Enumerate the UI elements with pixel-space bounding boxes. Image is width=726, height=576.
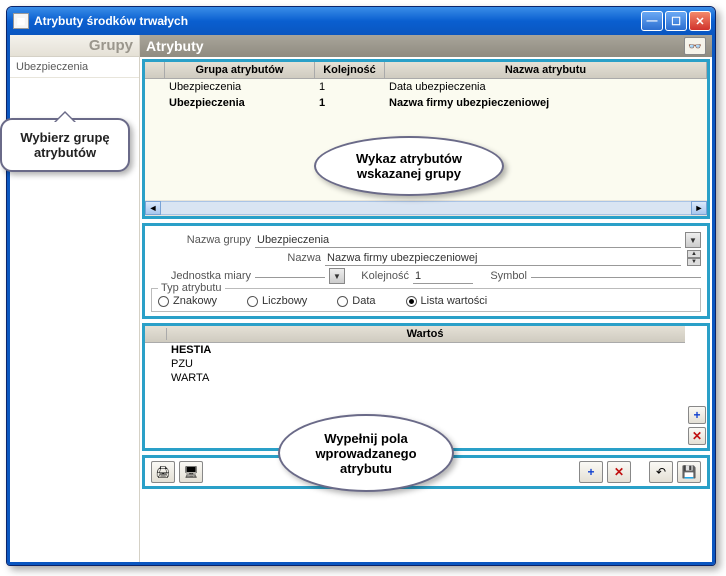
label-unit: Jednostka miary	[151, 270, 251, 282]
value-row[interactable]: HESTIA	[145, 343, 685, 357]
dropdown-icon[interactable]: ▼	[685, 232, 701, 248]
field-group[interactable]: Ubezpieczenia	[255, 233, 681, 248]
radio-lista[interactable]: Lista wartości	[406, 295, 488, 307]
maximize-button[interactable]: ☐	[665, 11, 687, 31]
field-symbol[interactable]	[531, 275, 701, 278]
undo-button[interactable]: ↶	[649, 461, 673, 483]
grid-header: Grupa atrybutów Kolejność Nazwa atrybutu	[145, 62, 707, 79]
label-order: Kolejność	[349, 270, 409, 282]
field-unit[interactable]	[255, 275, 325, 278]
group-item[interactable]: Ubezpieczenia	[10, 57, 139, 78]
grid-col-group[interactable]: Grupa atrybutów	[165, 62, 315, 78]
grid-row[interactable]: Ubezpieczenia 1 Data ubezpieczenia	[145, 79, 707, 95]
delete-value-button[interactable]: ✕	[688, 427, 706, 445]
close-button[interactable]: ✕	[689, 11, 711, 31]
field-name[interactable]: Nazwa firmy ubezpieczeniowej	[325, 251, 681, 266]
horizontal-scrollbar[interactable]: ◄ ►	[145, 200, 707, 216]
values-header-label: Wartoś	[167, 328, 683, 340]
spin-up-icon[interactable]: ▲	[687, 250, 701, 258]
grid-row[interactable]: Ubezpieczenia 1 Nazwa firmy ubezpieczeni…	[145, 95, 707, 111]
label-symbol: Symbol	[477, 270, 527, 282]
scroll-left-icon[interactable]: ◄	[145, 201, 161, 215]
attributes-header-label: Atrybuty	[146, 38, 204, 54]
add-value-button[interactable]: +	[688, 406, 706, 424]
window-title: Atrybuty środków trwałych	[34, 14, 641, 28]
search-icon[interactable]: 👓	[684, 37, 706, 55]
callout-attribute-list: Wykaz atrybutów wskazanej grupy	[314, 136, 504, 196]
add-button[interactable]: +	[579, 461, 603, 483]
type-legend: Typ atrybutu	[158, 282, 225, 294]
callout-select-group: Wybierz grupę atrybutów	[0, 118, 130, 172]
radio-znakowy[interactable]: Znakowy	[158, 295, 217, 307]
label-group: Nazwa grupy	[151, 234, 251, 246]
grid-col-order[interactable]: Kolejność	[315, 62, 385, 78]
delete-button[interactable]: ✕	[607, 461, 631, 483]
radio-liczbowy[interactable]: Liczbowy	[247, 295, 307, 307]
grid-col-marker	[145, 62, 165, 78]
value-row[interactable]: PZU	[145, 357, 685, 371]
app-icon: ▦	[13, 13, 29, 29]
type-fieldset: Typ atrybutu Znakowy Liczbowy Data Lista…	[151, 288, 701, 312]
groups-header: Grupy	[10, 35, 139, 57]
attribute-form: Nazwa grupy Ubezpieczenia ▼ Nazwa Nazwa …	[142, 223, 710, 319]
grid-col-name[interactable]: Nazwa atrybutu	[385, 62, 707, 78]
attributes-panel: Atrybuty 👓 Grupa atrybutów Kolejność Naz…	[140, 35, 712, 562]
field-order[interactable]: 1	[413, 269, 473, 284]
radio-data[interactable]: Data	[337, 295, 375, 307]
value-row[interactable]: WARTA	[145, 371, 685, 385]
callout-fill-fields: Wypełnij pola wprowadzanego atrybutu	[278, 414, 454, 492]
print-button[interactable]: 🖨	[151, 461, 175, 483]
minimize-button[interactable]: —	[641, 11, 663, 31]
titlebar[interactable]: ▦ Atrybuty środków trwałych — ☐ ✕	[7, 7, 715, 35]
dropdown-icon[interactable]: ▼	[329, 268, 345, 284]
monitor-button[interactable]: 🖥	[179, 461, 203, 483]
save-button[interactable]: 💾	[677, 461, 701, 483]
scroll-right-icon[interactable]: ►	[691, 201, 707, 215]
attributes-header: Atrybuty 👓	[140, 35, 712, 57]
spin-down-icon[interactable]: ▼	[687, 258, 701, 266]
label-name: Nazwa	[151, 252, 321, 264]
scroll-track[interactable]	[161, 201, 691, 215]
values-header: Wartoś	[145, 326, 685, 343]
